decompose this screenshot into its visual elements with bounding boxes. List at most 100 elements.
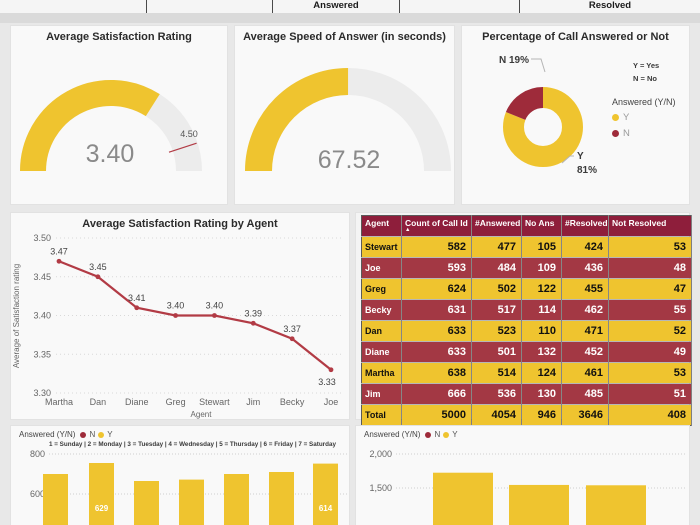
speed-gauge[interactable]: 67.52	[235, 46, 454, 206]
line-point[interactable]	[56, 258, 62, 264]
gauge-target-needle	[168, 142, 197, 153]
bar[interactable]	[134, 481, 159, 525]
donut-slice-n[interactable]	[503, 87, 583, 167]
value-cell: 638	[401, 362, 472, 384]
value-cell: 582	[401, 236, 472, 258]
value-cell: 436	[561, 257, 609, 279]
agent-name-cell: Joe	[361, 257, 402, 279]
x-tick-label: Stewart	[199, 397, 230, 407]
table-row[interactable]: Dan 633 523 110 471 52	[361, 320, 692, 342]
value-cell: 408	[608, 404, 692, 426]
barR-legend-y-swatch[interactable]	[443, 431, 450, 438]
line-point[interactable]	[328, 367, 334, 373]
agent-name-cell: Greg	[361, 278, 402, 300]
gauge-speed-value: 67.52	[318, 146, 381, 174]
callout-line-n	[531, 58, 546, 73]
table-total-row[interactable]: Total 5000 4054 946 3646 408	[361, 404, 692, 426]
point-label: 3.47	[50, 246, 68, 256]
bar[interactable]	[433, 472, 493, 525]
bar[interactable]	[586, 485, 646, 525]
value-cell: 946	[521, 404, 562, 426]
barL-legend-y-swatch[interactable]	[98, 431, 105, 438]
y-tick-label: 2,000	[369, 449, 392, 459]
x-tick-label: Diane	[125, 397, 149, 407]
column-header[interactable]: Not Resolved	[608, 215, 692, 237]
table-row[interactable]: Joe 593 484 109 436 48	[361, 257, 692, 279]
satisfaction-line	[58, 260, 332, 371]
y-tick-label: 3.35	[33, 349, 51, 359]
tab-resolved[interactable]: Resolved	[520, 0, 700, 13]
panel-calls-by-weekday: Answered (Y/N) N Y 1 = Sunday | 2 = Mond…	[10, 425, 350, 525]
column-header[interactable]: Agent	[361, 215, 402, 237]
point-label: 3.41	[128, 293, 146, 303]
bar[interactable]	[509, 484, 569, 525]
legend-item-y[interactable]: Y	[612, 112, 676, 123]
table-row[interactable]: Becky 631 517 114 462 55	[361, 299, 692, 321]
value-cell: 593	[401, 257, 472, 279]
column-header[interactable]: Count of Call Id ▲	[401, 215, 472, 237]
value-cell: 471	[561, 320, 609, 342]
donut-notes: Y = Yes N = No	[633, 59, 659, 85]
column-header[interactable]: #Answered	[471, 215, 522, 237]
line-yaxis-title: Average of Satisfaction rating	[12, 264, 21, 368]
line-point[interactable]	[173, 313, 178, 318]
value-cell: 452	[561, 341, 609, 363]
panel-agent-table: Agent Count of Call Id ▲ #Answered No Ans #Re…	[355, 212, 692, 426]
bar[interactable]	[179, 479, 204, 525]
value-cell: 132	[521, 341, 562, 363]
x-tick-label: Jim	[246, 397, 260, 407]
answered-donut-chart[interactable]: N 19% Y 81%	[462, 26, 691, 206]
gauge-satisfaction-target-label: 4.50	[180, 129, 198, 139]
bar[interactable]	[269, 472, 294, 525]
barR-legend-n-label: N	[434, 430, 441, 439]
table-row[interactable]: Jim 666 536 130 485 51	[361, 383, 692, 405]
tab-4[interactable]	[400, 0, 520, 13]
bar[interactable]	[224, 474, 249, 525]
x-tick-label: Martha	[45, 397, 73, 407]
column-header[interactable]: No Ans	[521, 215, 562, 237]
satisfaction-gauge[interactable]: 3.40 4.50	[11, 46, 227, 206]
y-tick-label: 3.40	[33, 311, 51, 321]
legend-item-n[interactable]: N	[612, 128, 676, 139]
table-row[interactable]: Diane 633 501 132 452 49	[361, 341, 692, 363]
barL-legend-n-swatch[interactable]	[80, 431, 87, 438]
bar[interactable]	[43, 474, 68, 525]
column-header[interactable]: #Resolved	[561, 215, 609, 237]
agent-call-table[interactable]: Agent Count of Call Id ▲ #Answered No Ans #Re…	[361, 215, 692, 426]
table-row[interactable]: Martha 638 514 124 461 53	[361, 362, 692, 384]
table-row[interactable]: Stewart 582 477 105 424 53	[361, 236, 692, 258]
y-tick-label: 3.45	[33, 272, 51, 282]
line-point[interactable]	[250, 320, 256, 326]
value-cell: 461	[561, 362, 609, 384]
x-tick-label: Joe	[324, 397, 339, 407]
tab-2[interactable]	[147, 0, 273, 13]
table-row[interactable]: Greg 624 502 122 455 47	[361, 278, 692, 300]
value-cell: 124	[521, 362, 562, 384]
value-cell: 130	[521, 383, 562, 405]
gauge-fill-arc[interactable]	[20, 80, 160, 172]
line-point[interactable]	[212, 313, 217, 318]
point-label: 3.45	[89, 262, 107, 272]
gauge-speed-title: Average Speed of Answer (in seconds)	[243, 31, 446, 43]
legend-n-label: N	[623, 128, 630, 139]
gauge-fill-arc[interactable]	[245, 68, 349, 172]
barR-legend-n-swatch[interactable]	[425, 431, 432, 438]
value-cell: 110	[521, 320, 562, 342]
line-point[interactable]	[289, 336, 295, 342]
value-cell: 502	[471, 278, 522, 300]
agent-name-cell: Stewart	[361, 236, 402, 258]
value-cell: 501	[471, 341, 522, 363]
line-point[interactable]	[134, 305, 140, 311]
bar[interactable]	[89, 463, 114, 525]
bar[interactable]	[313, 463, 338, 525]
tab-answered[interactable]: Answered	[273, 0, 400, 13]
value-cell: 48	[608, 257, 692, 279]
line-point[interactable]	[95, 274, 101, 280]
barL-legend-n-label: N	[89, 430, 96, 439]
line-chart-title: Average Satisfaction Rating by Agent	[82, 218, 278, 230]
tab-1[interactable]	[0, 0, 147, 13]
